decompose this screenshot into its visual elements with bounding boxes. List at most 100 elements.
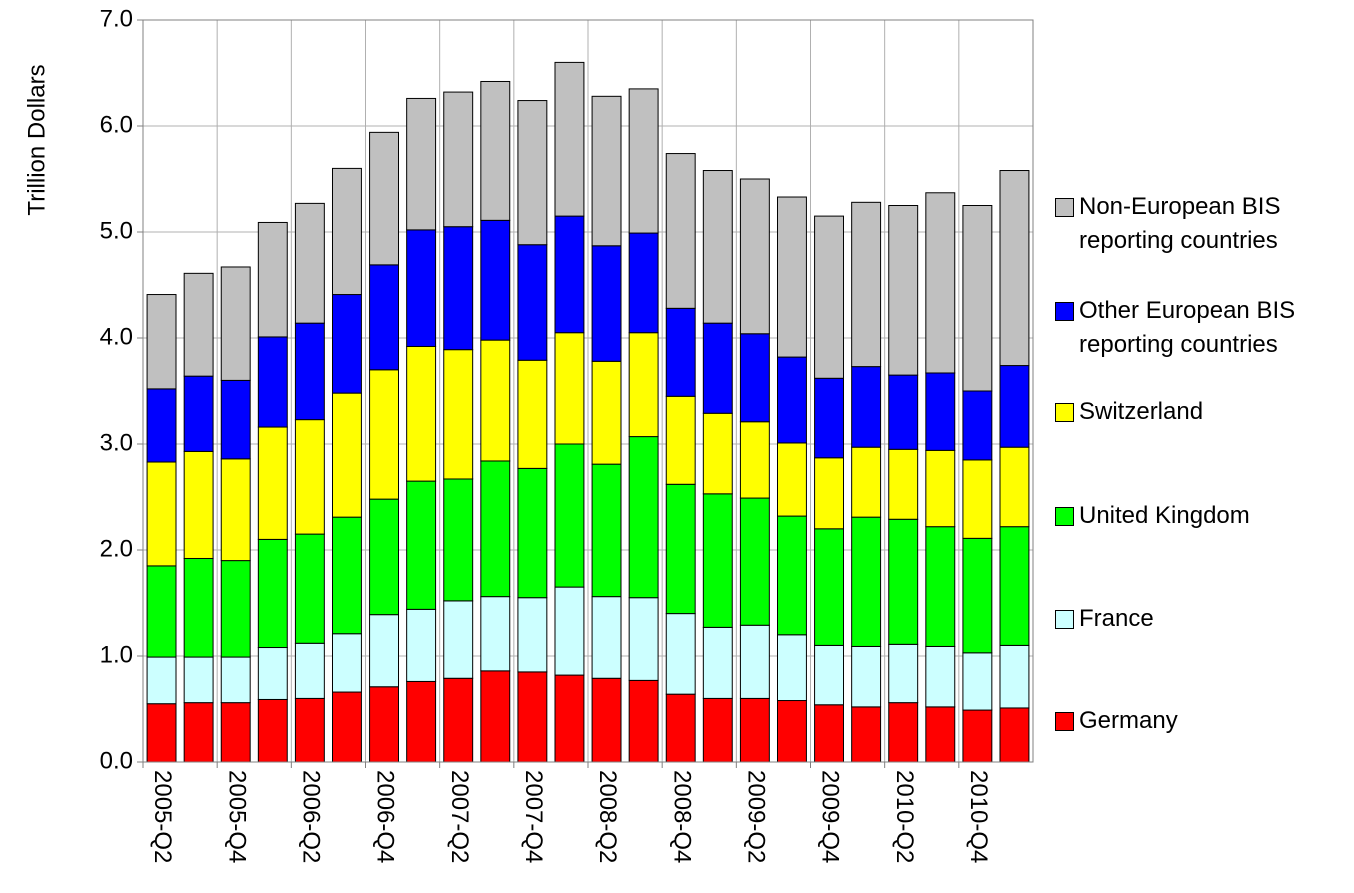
bar-segment (294, 322, 325, 421)
y-tick-label: 2.0 (100, 535, 133, 562)
bar-segment (443, 478, 474, 602)
legend-swatch (1055, 302, 1074, 321)
bar-segment (814, 215, 845, 379)
bar-segment (999, 170, 1030, 367)
bar-segment (962, 459, 993, 539)
bar-segment (480, 80, 511, 221)
bar-segment (702, 322, 733, 414)
bar-segment (665, 483, 696, 615)
bar-segment (369, 264, 400, 371)
legend-swatch (1055, 507, 1074, 526)
bar-segment (517, 244, 548, 361)
bar-segment (406, 345, 437, 482)
bar-segment (628, 679, 659, 763)
x-tick-label: 2007-Q4 (520, 770, 547, 863)
bar-segment (888, 374, 919, 450)
bar-segment (739, 421, 770, 499)
bar-segment (406, 680, 437, 763)
bar-segment (406, 608, 437, 682)
bar-segment (554, 443, 585, 588)
bar-segment (776, 196, 807, 358)
bar-segment (220, 458, 251, 562)
bar-segment (294, 533, 325, 644)
bar-segment (146, 294, 177, 390)
legend-label: United Kingdom (1079, 502, 1250, 529)
legend-item: United Kingdom (1055, 499, 1349, 533)
bar-segment (146, 461, 177, 567)
bar-segment (814, 704, 845, 763)
bar-segment (257, 647, 288, 700)
bar-segment (591, 596, 622, 679)
legend-swatch (1055, 403, 1074, 422)
bar-segment (517, 359, 548, 469)
bar-segment (406, 229, 437, 347)
bar-segment (331, 294, 362, 394)
x-tick-label: 2009-Q2 (743, 770, 770, 863)
bar-segment (814, 528, 845, 646)
bar-segment (925, 192, 956, 374)
bar-segment (962, 652, 993, 711)
bar-segment (851, 645, 882, 708)
bar-segment (406, 97, 437, 231)
bar-segment (888, 702, 919, 763)
bar-segment (480, 460, 511, 598)
bar-segment (591, 245, 622, 362)
bar-segment (776, 442, 807, 517)
bar-segment (628, 88, 659, 234)
bar-segment (257, 336, 288, 428)
bar-segment (962, 205, 993, 392)
bar-segment (443, 226, 474, 351)
x-tick-label: 2007-Q2 (446, 770, 473, 863)
legend-item: Switzerland (1055, 395, 1349, 429)
bar-segment (739, 624, 770, 699)
bar-segment (517, 597, 548, 673)
bar-segment (294, 697, 325, 763)
bar-segment (257, 221, 288, 338)
bar-segment (702, 697, 733, 763)
bar-segment (776, 356, 807, 444)
bar-segment (443, 349, 474, 480)
bar-segment (146, 388, 177, 463)
legend-label: Non-European BIS reporting countries (1079, 193, 1281, 254)
legend-item: France (1055, 602, 1349, 636)
bar-segment (406, 480, 437, 610)
bar-segment (628, 597, 659, 681)
x-tick-label: 2005-Q2 (149, 770, 176, 863)
bar-segment (443, 600, 474, 679)
legend-swatch (1055, 610, 1074, 629)
bar-segment (294, 419, 325, 535)
bar-segment (851, 516, 882, 647)
bar-segment (665, 307, 696, 397)
bar-segment (702, 626, 733, 699)
bar-segment (851, 446, 882, 518)
bar-segment (628, 232, 659, 334)
bar-segment (925, 449, 956, 528)
bar-segment (665, 613, 696, 695)
bar-segment (888, 205, 919, 376)
bar-segment (591, 463, 622, 598)
x-tick-label: 2006-Q4 (372, 770, 399, 863)
bar-segment (591, 95, 622, 247)
bar-segment (443, 677, 474, 763)
bar-segment (183, 557, 214, 658)
bar-segment (220, 656, 251, 704)
bar-segment (183, 656, 214, 704)
bar-segment (814, 644, 845, 706)
bar-segment (925, 706, 956, 763)
bar-segment (480, 339, 511, 462)
bar-segment (554, 586, 585, 676)
legend-item: Other European BIS reporting countries (1055, 294, 1349, 362)
bar-segment (628, 332, 659, 438)
bar-segment (739, 178, 770, 335)
bar-segment (554, 332, 585, 445)
bar-segment (851, 366, 882, 448)
x-tick-label: 2005-Q4 (223, 770, 250, 863)
bar-segment (776, 700, 807, 763)
bar-segment (146, 703, 177, 763)
bar-segment (814, 457, 845, 530)
bar-segment (220, 379, 251, 460)
legend-item: Non-European BIS reporting countries (1055, 190, 1349, 258)
bar-segment (999, 707, 1030, 763)
y-tick-label: 6.0 (100, 111, 133, 138)
